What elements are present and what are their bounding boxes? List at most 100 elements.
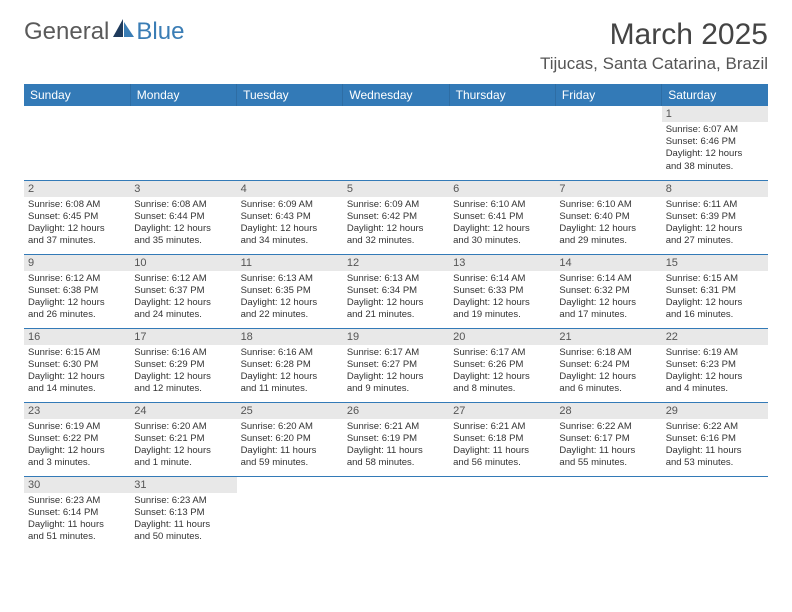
day-detail-line: Sunset: 6:14 PM bbox=[28, 507, 126, 519]
calendar-empty-cell bbox=[449, 106, 555, 180]
day-detail-line: Sunset: 6:21 PM bbox=[134, 433, 232, 445]
day-detail-line: Daylight: 12 hours bbox=[28, 445, 126, 457]
day-detail-line: Sunrise: 6:15 AM bbox=[28, 347, 126, 359]
day-detail-line: Daylight: 11 hours bbox=[134, 519, 232, 531]
day-number: 14 bbox=[555, 255, 661, 271]
day-number: 10 bbox=[130, 255, 236, 271]
day-detail-line: Daylight: 11 hours bbox=[559, 445, 657, 457]
day-number: 23 bbox=[24, 403, 130, 419]
day-detail-line: Sunset: 6:16 PM bbox=[666, 433, 764, 445]
day-detail-line: and 34 minutes. bbox=[241, 235, 339, 247]
calendar-week-row: 30Sunrise: 6:23 AMSunset: 6:14 PMDayligh… bbox=[24, 476, 768, 550]
day-detail-line: Sunrise: 6:12 AM bbox=[28, 273, 126, 285]
day-detail-line: Daylight: 12 hours bbox=[347, 297, 445, 309]
day-number: 1 bbox=[662, 106, 768, 122]
brand-part1: General bbox=[24, 18, 109, 46]
day-detail-line: Sunset: 6:17 PM bbox=[559, 433, 657, 445]
day-detail-line: Sunset: 6:24 PM bbox=[559, 359, 657, 371]
day-detail-line: and 8 minutes. bbox=[453, 383, 551, 395]
brand-part2: Blue bbox=[136, 18, 184, 46]
calendar-day-cell: 2Sunrise: 6:08 AMSunset: 6:45 PMDaylight… bbox=[24, 180, 130, 254]
calendar-day-cell: 4Sunrise: 6:09 AMSunset: 6:43 PMDaylight… bbox=[237, 180, 343, 254]
calendar-table: SundayMondayTuesdayWednesdayThursdayFrid… bbox=[24, 84, 768, 550]
day-number: 7 bbox=[555, 181, 661, 197]
day-detail-line: Sunrise: 6:14 AM bbox=[453, 273, 551, 285]
day-detail-line: and 22 minutes. bbox=[241, 309, 339, 321]
day-number: 29 bbox=[662, 403, 768, 419]
day-detail-line: Sunrise: 6:21 AM bbox=[347, 421, 445, 433]
day-detail-line: and 27 minutes. bbox=[666, 235, 764, 247]
day-detail-line: Sunrise: 6:17 AM bbox=[347, 347, 445, 359]
day-detail-line: Sunrise: 6:19 AM bbox=[28, 421, 126, 433]
calendar-empty-cell bbox=[343, 476, 449, 550]
day-detail-line: Sunrise: 6:19 AM bbox=[666, 347, 764, 359]
day-detail-line: Sunset: 6:30 PM bbox=[28, 359, 126, 371]
day-detail-line: Sunset: 6:33 PM bbox=[453, 285, 551, 297]
day-detail-line: and 38 minutes. bbox=[666, 161, 764, 173]
calendar-day-cell: 21Sunrise: 6:18 AMSunset: 6:24 PMDayligh… bbox=[555, 328, 661, 402]
weekday-header: Wednesday bbox=[343, 84, 449, 106]
day-detail-line: and 16 minutes. bbox=[666, 309, 764, 321]
day-detail-line: Sunset: 6:22 PM bbox=[28, 433, 126, 445]
day-detail-line: Sunset: 6:31 PM bbox=[666, 285, 764, 297]
day-number: 12 bbox=[343, 255, 449, 271]
day-detail-line: Sunset: 6:44 PM bbox=[134, 211, 232, 223]
calendar-day-cell: 17Sunrise: 6:16 AMSunset: 6:29 PMDayligh… bbox=[130, 328, 236, 402]
day-number: 24 bbox=[130, 403, 236, 419]
day-detail-line: Sunset: 6:37 PM bbox=[134, 285, 232, 297]
calendar-empty-cell bbox=[237, 106, 343, 180]
day-detail-line: and 24 minutes. bbox=[134, 309, 232, 321]
day-detail-line: and 58 minutes. bbox=[347, 457, 445, 469]
day-detail-line: Daylight: 11 hours bbox=[28, 519, 126, 531]
day-detail-line: Sunset: 6:23 PM bbox=[666, 359, 764, 371]
day-detail-line: and 1 minute. bbox=[134, 457, 232, 469]
day-detail-line: Sunset: 6:38 PM bbox=[28, 285, 126, 297]
calendar-day-cell: 6Sunrise: 6:10 AMSunset: 6:41 PMDaylight… bbox=[449, 180, 555, 254]
calendar-week-row: 2Sunrise: 6:08 AMSunset: 6:45 PMDaylight… bbox=[24, 180, 768, 254]
day-detail-line: Daylight: 12 hours bbox=[241, 371, 339, 383]
day-detail-line: Daylight: 12 hours bbox=[453, 371, 551, 383]
day-detail-line: Sunrise: 6:13 AM bbox=[347, 273, 445, 285]
day-detail-line: Sunrise: 6:10 AM bbox=[453, 199, 551, 211]
day-detail-line: Sunrise: 6:08 AM bbox=[134, 199, 232, 211]
header: General Blue March 2025 Tijucas, Santa C… bbox=[24, 18, 768, 74]
day-detail-line: and 29 minutes. bbox=[559, 235, 657, 247]
day-detail-line: Sunrise: 6:16 AM bbox=[134, 347, 232, 359]
day-detail-line: and 35 minutes. bbox=[134, 235, 232, 247]
day-detail-line: Sunrise: 6:17 AM bbox=[453, 347, 551, 359]
weekday-header: Friday bbox=[555, 84, 661, 106]
calendar-day-cell: 28Sunrise: 6:22 AMSunset: 6:17 PMDayligh… bbox=[555, 402, 661, 476]
day-detail-line: Sunrise: 6:16 AM bbox=[241, 347, 339, 359]
day-detail-line: Daylight: 12 hours bbox=[241, 297, 339, 309]
day-number: 31 bbox=[130, 477, 236, 493]
day-detail-line: Sunset: 6:28 PM bbox=[241, 359, 339, 371]
day-detail-line: Sunset: 6:45 PM bbox=[28, 211, 126, 223]
calendar-day-cell: 18Sunrise: 6:16 AMSunset: 6:28 PMDayligh… bbox=[237, 328, 343, 402]
day-detail-line: and 30 minutes. bbox=[453, 235, 551, 247]
calendar-day-cell: 5Sunrise: 6:09 AMSunset: 6:42 PMDaylight… bbox=[343, 180, 449, 254]
day-detail-line: Daylight: 12 hours bbox=[134, 445, 232, 457]
calendar-day-cell: 8Sunrise: 6:11 AMSunset: 6:39 PMDaylight… bbox=[662, 180, 768, 254]
day-detail-line: Daylight: 12 hours bbox=[134, 223, 232, 235]
day-detail-line: Sunset: 6:46 PM bbox=[666, 136, 764, 148]
day-detail-line: Daylight: 12 hours bbox=[347, 223, 445, 235]
day-detail-line: and 14 minutes. bbox=[28, 383, 126, 395]
location: Tijucas, Santa Catarina, Brazil bbox=[540, 54, 768, 74]
day-detail-line: Sunrise: 6:09 AM bbox=[347, 199, 445, 211]
day-detail-line: Sunrise: 6:07 AM bbox=[666, 124, 764, 136]
day-number: 3 bbox=[130, 181, 236, 197]
day-detail-line: and 3 minutes. bbox=[28, 457, 126, 469]
day-detail-line: Sunrise: 6:22 AM bbox=[559, 421, 657, 433]
day-number: 9 bbox=[24, 255, 130, 271]
calendar-day-cell: 24Sunrise: 6:20 AMSunset: 6:21 PMDayligh… bbox=[130, 402, 236, 476]
calendar-week-row: 1Sunrise: 6:07 AMSunset: 6:46 PMDaylight… bbox=[24, 106, 768, 180]
brand-logo: General Blue bbox=[24, 18, 184, 46]
day-number: 26 bbox=[343, 403, 449, 419]
day-detail-line: and 19 minutes. bbox=[453, 309, 551, 321]
calendar-day-cell: 26Sunrise: 6:21 AMSunset: 6:19 PMDayligh… bbox=[343, 402, 449, 476]
day-number: 13 bbox=[449, 255, 555, 271]
calendar-empty-cell bbox=[237, 476, 343, 550]
day-detail-line: and 6 minutes. bbox=[559, 383, 657, 395]
weekday-header: Monday bbox=[130, 84, 236, 106]
day-number: 21 bbox=[555, 329, 661, 345]
